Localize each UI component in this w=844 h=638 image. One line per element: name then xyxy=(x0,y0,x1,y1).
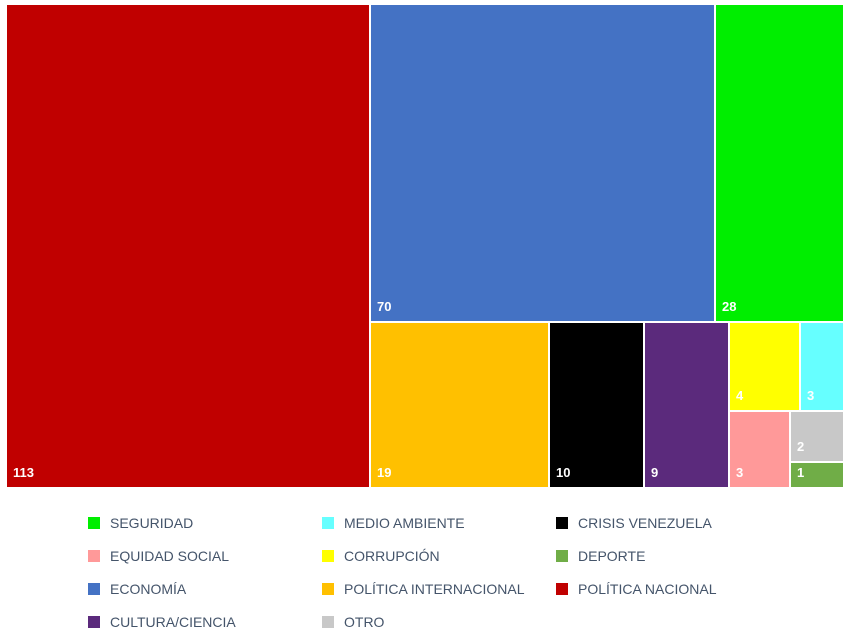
treemap-chart: 113 70 28 19 10 9 4 3 3 2 1 xyxy=(5,3,844,489)
tile-value-label: 3 xyxy=(807,388,814,403)
legend-swatch xyxy=(556,549,568,562)
legend-swatch xyxy=(88,516,100,529)
legend-label: DEPORTE xyxy=(578,547,646,564)
tile-crisis-venezuela xyxy=(548,321,645,489)
legend-swatch xyxy=(322,615,334,628)
legend-label: POLÍTICA INTERNACIONAL xyxy=(344,580,525,597)
legend-label: ECONOMÍA xyxy=(110,580,187,597)
tile-value-label: 1 xyxy=(797,465,804,480)
legend: SEGURIDAD MEDIO AMBIENTE CRISIS VENEZUEL… xyxy=(88,506,788,638)
tile-medio-ambiente xyxy=(799,321,844,412)
legend-row: SEGURIDAD MEDIO AMBIENTE CRISIS VENEZUEL… xyxy=(88,506,788,539)
legend-item-seguridad: SEGURIDAD xyxy=(88,515,322,531)
tile-value-label: 28 xyxy=(722,299,736,314)
legend-row: CULTURA/CIENCIA OTRO xyxy=(88,605,788,638)
legend-swatch xyxy=(556,582,568,595)
legend-item-deporte: DEPORTE xyxy=(556,548,776,564)
legend-label: MEDIO AMBIENTE xyxy=(344,514,465,531)
legend-swatch xyxy=(556,516,568,529)
tile-seguridad xyxy=(714,3,844,323)
tile-corrupcion xyxy=(728,321,801,412)
legend-item-politica-internacional: POLÍTICA INTERNACIONAL xyxy=(322,581,556,597)
legend-swatch xyxy=(88,549,100,562)
legend-label: EQUIDAD SOCIAL xyxy=(110,547,230,564)
legend-item-crisis-venezuela: CRISIS VENEZUELA xyxy=(556,515,776,531)
legend-swatch xyxy=(88,582,100,595)
legend-item-corrupcion: CORRUPCIÓN xyxy=(322,548,556,564)
legend-item-economia: ECONOMÍA xyxy=(88,581,322,597)
tile-otro xyxy=(789,410,844,463)
legend-swatch xyxy=(322,582,334,595)
legend-label: CRISIS VENEZUELA xyxy=(578,514,712,531)
tile-equidad-social xyxy=(728,410,791,489)
legend-row: ECONOMÍA POLÍTICA INTERNACIONAL POLÍTICA… xyxy=(88,572,788,605)
legend-swatch xyxy=(88,615,100,628)
tile-value-label: 9 xyxy=(651,465,658,480)
legend-item-medio-ambiente: MEDIO AMBIENTE xyxy=(322,515,556,531)
tile-economia xyxy=(369,3,716,323)
tile-value-label: 4 xyxy=(736,388,744,403)
tile-value-label: 2 xyxy=(797,439,804,454)
legend-label: CORRUPCIÓN xyxy=(344,547,440,564)
legend-row: EQUIDAD SOCIAL CORRUPCIÓN DEPORTE xyxy=(88,539,788,572)
tile-value-label: 19 xyxy=(377,465,391,480)
legend-item-otro: OTRO xyxy=(322,614,556,630)
tile-value-label: 113 xyxy=(13,465,34,480)
legend-item-politica-nacional: POLÍTICA NACIONAL xyxy=(556,581,776,597)
legend-swatch xyxy=(322,549,334,562)
tile-cultura-ciencia xyxy=(643,321,730,489)
tile-value-label: 3 xyxy=(736,465,743,480)
legend-swatch xyxy=(322,516,334,529)
tile-politica-internacional xyxy=(369,321,550,489)
tile-value-label: 10 xyxy=(556,465,570,480)
tile-deporte xyxy=(789,461,844,489)
legend-item-equidad-social: EQUIDAD SOCIAL xyxy=(88,548,322,564)
legend-label: OTRO xyxy=(344,613,385,630)
legend-item-cultura-ciencia: CULTURA/CIENCIA xyxy=(88,614,322,630)
legend-label: SEGURIDAD xyxy=(110,514,194,531)
legend-label: POLÍTICA NACIONAL xyxy=(578,580,717,597)
tile-politica-nacional xyxy=(5,3,371,489)
tile-value-label: 70 xyxy=(377,299,391,314)
legend-label: CULTURA/CIENCIA xyxy=(110,613,236,630)
